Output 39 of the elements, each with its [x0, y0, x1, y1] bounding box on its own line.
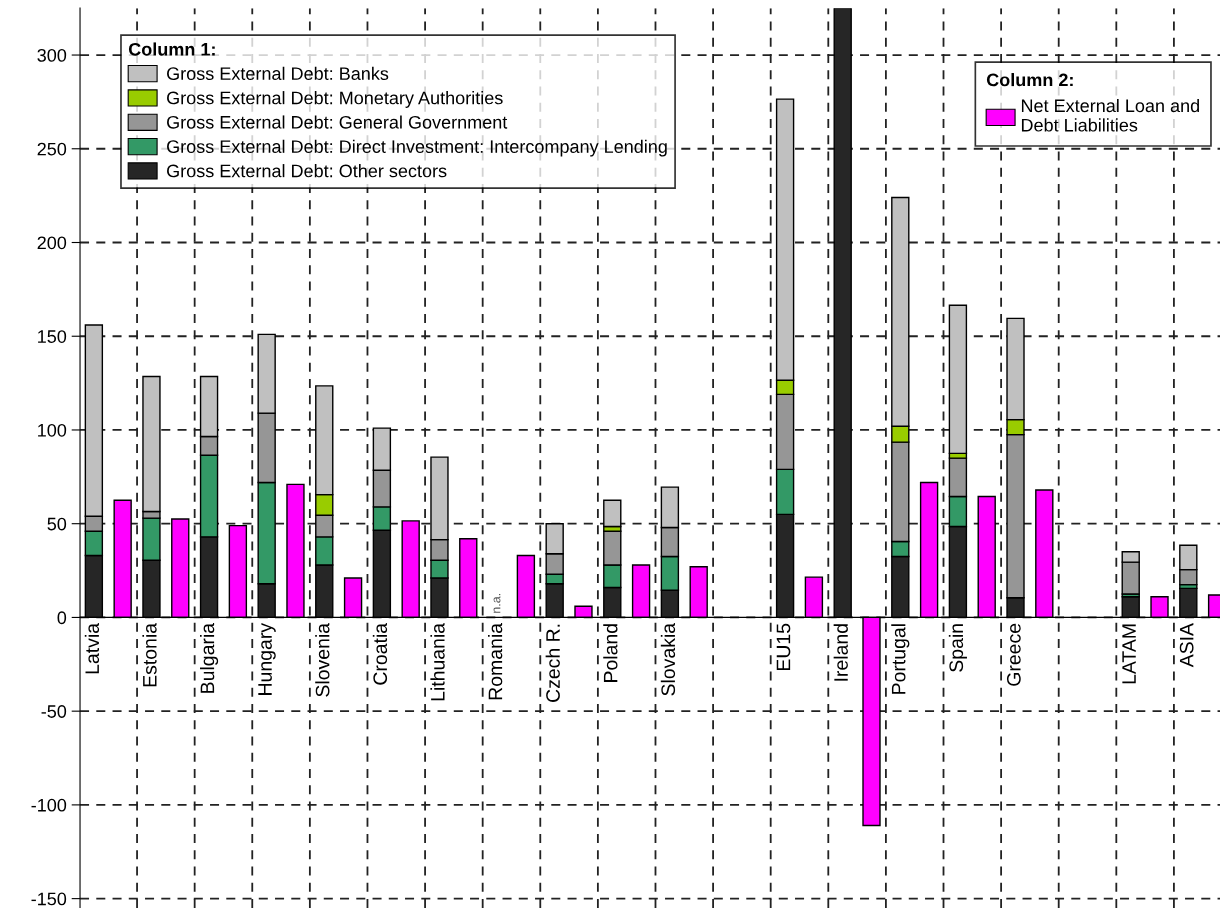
- x-tick-label: Lithuania: [430, 622, 445, 701]
- x-tick-label: Slovakia: [660, 622, 676, 696]
- x-tick-label: Croatia: [372, 622, 388, 685]
- x-tick-label: Greece: [1006, 623, 1021, 686]
- legend-label: Net External Loan and Debt Liabilities: [1021, 98, 1199, 132]
- legend-label: Gross External Debt: Other sectors: [167, 164, 447, 178]
- y-tick-label: -150: [31, 892, 67, 906]
- x-tick-label: Hungary: [258, 623, 276, 695]
- x-tick-label: EU15: [776, 623, 791, 671]
- y-tick-label: 150: [38, 330, 67, 343]
- x-tick-label: Poland: [603, 624, 618, 682]
- x-tick-label: LATAM: [1122, 624, 1136, 684]
- y-tick-label: -50: [41, 705, 67, 718]
- legend-title: Column 1:: [128, 42, 215, 56]
- x-tick-label: Romania: [488, 622, 503, 700]
- x-tick-label: Slovenia: [315, 622, 330, 697]
- x-tick-label: ASIA: [1179, 623, 1194, 668]
- y-tick-label: 50: [47, 517, 67, 531]
- y-tick-label: 300: [37, 48, 67, 62]
- legend-label: Gross External Debt: Direct Investment: Intercompany Lending: [167, 139, 667, 157]
- annotation: Column 2:: [986, 73, 1073, 87]
- x-tick-label: Ireland: [833, 624, 848, 681]
- x-tick-label: Bulgaria: [200, 622, 219, 693]
- x-tick-label: Estonia: [142, 622, 157, 687]
- legend-label: Gross External Debt: Banks: [167, 66, 389, 81]
- y-tick-label: 100: [38, 423, 67, 437]
- y-tick-label: 250: [37, 142, 67, 156]
- legend-label: Gross External Debt: General Government: [167, 115, 508, 129]
- x-tick-label: Latvia: [84, 622, 100, 674]
- annotation: n.a.: [493, 593, 501, 613]
- x-tick-label: Spain: [948, 624, 967, 672]
- x-tick-label: Portugal: [891, 624, 910, 694]
- bar: [948, 304, 968, 455]
- y-tick-label: -100: [31, 798, 67, 812]
- legend-label: Gross External Debt: Monetary Authorities: [167, 91, 503, 108]
- y-tick-label: 0: [57, 611, 67, 625]
- bar: [603, 499, 622, 528]
- x-tick-label: Czech R.: [545, 624, 560, 702]
- y-tick-label: 200: [37, 236, 67, 250]
